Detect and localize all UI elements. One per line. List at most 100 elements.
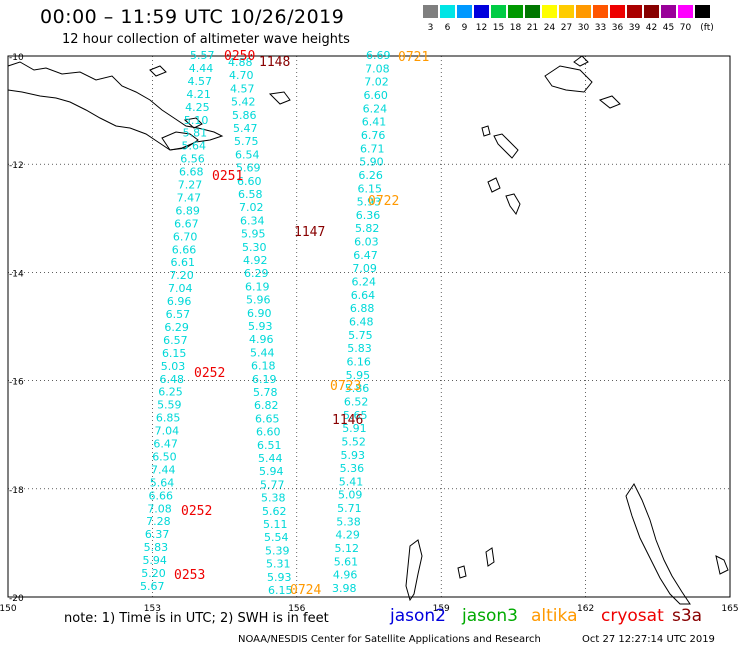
wave-height-value: 4.70 <box>229 69 254 82</box>
wave-height-value: 6.26 <box>358 169 383 182</box>
wave-height-value: 6.61 <box>170 256 195 269</box>
wave-height-value: 6.71 <box>360 142 385 155</box>
scale-label: 21 <box>526 23 539 33</box>
scale-label: 33 <box>594 23 607 33</box>
scale-swatch <box>524 4 541 19</box>
wave-height-value: 6.68 <box>179 166 204 179</box>
wave-height-value: 5.44 <box>250 346 275 359</box>
wave-height-value: 6.19 <box>252 373 277 386</box>
lat-tick-label: -16 <box>9 378 24 388</box>
wave-height-value: 5.83 <box>347 342 372 355</box>
wave-height-value: 5.20 <box>141 567 166 580</box>
wave-height-value: 6.76 <box>361 129 386 142</box>
wave-height-value: 6.37 <box>145 528 170 541</box>
wave-height-value: 6.69 <box>366 49 391 62</box>
scale-swatch <box>575 4 592 19</box>
scale-swatch <box>422 4 439 19</box>
scale-label: 70 <box>679 23 692 33</box>
scale-swatch <box>490 4 507 19</box>
wave-height-value: 5.64 <box>181 140 206 153</box>
wave-height-value: 7.28 <box>146 515 171 528</box>
pass-time-label: 0253 <box>174 568 205 583</box>
wave-height-value: 7.09 <box>352 262 377 275</box>
lon-tick-label: 162 <box>577 604 594 614</box>
wave-height-value: 5.69 <box>236 162 261 175</box>
scale-label: (ft) <box>700 23 714 33</box>
scale-swatch <box>541 4 558 19</box>
wave-height-value: 6.64 <box>351 289 376 302</box>
wave-height-value: 4.88 <box>228 56 253 69</box>
wave-height-value: 6.24 <box>352 276 377 289</box>
scale-label: 42 <box>645 23 658 33</box>
wave-height-value: 5.38 <box>261 492 286 505</box>
scale-label: 9 <box>461 23 468 33</box>
wave-height-value: 6.60 <box>237 175 262 188</box>
scale-swatch <box>643 4 660 19</box>
wave-height-value: 3.98 <box>332 582 357 595</box>
scale-label: 6 <box>444 23 451 33</box>
wave-height-value: 7.04 <box>155 425 180 438</box>
chart-subtitle: 12 hour collection of altimeter wave hei… <box>62 32 350 47</box>
wave-height-value: 6.25 <box>158 386 183 399</box>
wave-height-value: 5.94 <box>142 554 167 567</box>
coastline-new-caledonia <box>625 483 691 605</box>
wave-height-value: 6.57 <box>166 308 191 321</box>
wave-height-value: 5.86 <box>232 109 257 122</box>
scale-swatch <box>626 4 643 19</box>
wave-height-value: 6.50 <box>152 450 177 463</box>
wave-height-value: 6.15 <box>162 347 187 360</box>
wave-height-value: 6.03 <box>354 236 379 249</box>
satellite-legend-item: cryosat <box>601 606 664 626</box>
axis-tick-labels: 150 153 156 159 162 165 -10 -12 -14 -16 -18 -20 <box>0 53 739 614</box>
wave-height-value: 7.44 <box>151 463 176 476</box>
scale-swatch <box>558 4 575 19</box>
wave-height-value: 5.65 <box>343 409 368 422</box>
pass-time-label: 0721 <box>398 50 429 65</box>
coastline-island-2 <box>183 117 203 129</box>
credit-line: NOAA/NESDIS Center for Satellite Applica… <box>238 634 541 645</box>
wave-height-value: 5.64 <box>150 476 175 489</box>
pass-time-label: 0252 <box>181 504 212 519</box>
scale-label: 36 <box>611 23 624 33</box>
wave-height-value: 6.24 <box>363 102 388 115</box>
wave-height-value: 5.83 <box>144 541 169 554</box>
lon-tick-label: 156 <box>288 604 305 614</box>
wave-height-value: 7.02 <box>239 201 264 214</box>
scale-label: 18 <box>509 23 522 33</box>
wave-height-value: 5.75 <box>234 135 259 148</box>
lat-tick-label: -18 <box>9 486 24 496</box>
wave-height-value: 5.47 <box>233 122 258 135</box>
pass-time-label: 1147 <box>294 225 325 240</box>
wave-height-value: 5.90 <box>359 156 384 169</box>
wave-height-value: 5.38 <box>336 515 361 528</box>
wave-height-value: 5.75 <box>348 329 373 342</box>
wave-height-value: 5.94 <box>259 465 284 478</box>
wave-height-value: 6.18 <box>251 360 276 373</box>
wave-height-value: 5.82 <box>355 222 380 235</box>
wave-height-value: 5.31 <box>266 558 291 571</box>
scale-swatch <box>677 4 694 19</box>
wave-height-value: 6.66 <box>172 243 197 256</box>
wave-height-value: 5.39 <box>265 544 290 557</box>
wave-height-value: 6.29 <box>244 267 269 280</box>
footer-note: note: 1) Time is in UTC; 2) SWH is in fe… <box>64 611 329 626</box>
wave-height-value: 6.88 <box>350 302 375 315</box>
wave-height-value: 6.52 <box>344 395 369 408</box>
coastline-chesterfield-1 <box>405 539 423 602</box>
pass-time-label: 0722 <box>368 194 399 209</box>
coastline-island-6 <box>493 133 519 159</box>
lon-tick-label: 159 <box>433 604 450 614</box>
wave-height-value: 6.47 <box>153 438 178 451</box>
wave-height-value: 5.62 <box>262 505 287 518</box>
wave-height-value: 7.27 <box>178 179 203 192</box>
coastline-islet-2 <box>505 193 521 216</box>
wave-height-value: 6.34 <box>240 214 265 227</box>
wave-height-value: 5.93 <box>267 571 292 584</box>
wave-height-value: 6.90 <box>247 307 272 320</box>
wave-height-value: 6.47 <box>353 249 378 262</box>
satellite-legend-item: s3a <box>672 606 703 626</box>
pass-time-label: 0724 <box>290 583 321 598</box>
coastlines <box>7 55 729 605</box>
coastline-louisiade <box>7 61 224 151</box>
